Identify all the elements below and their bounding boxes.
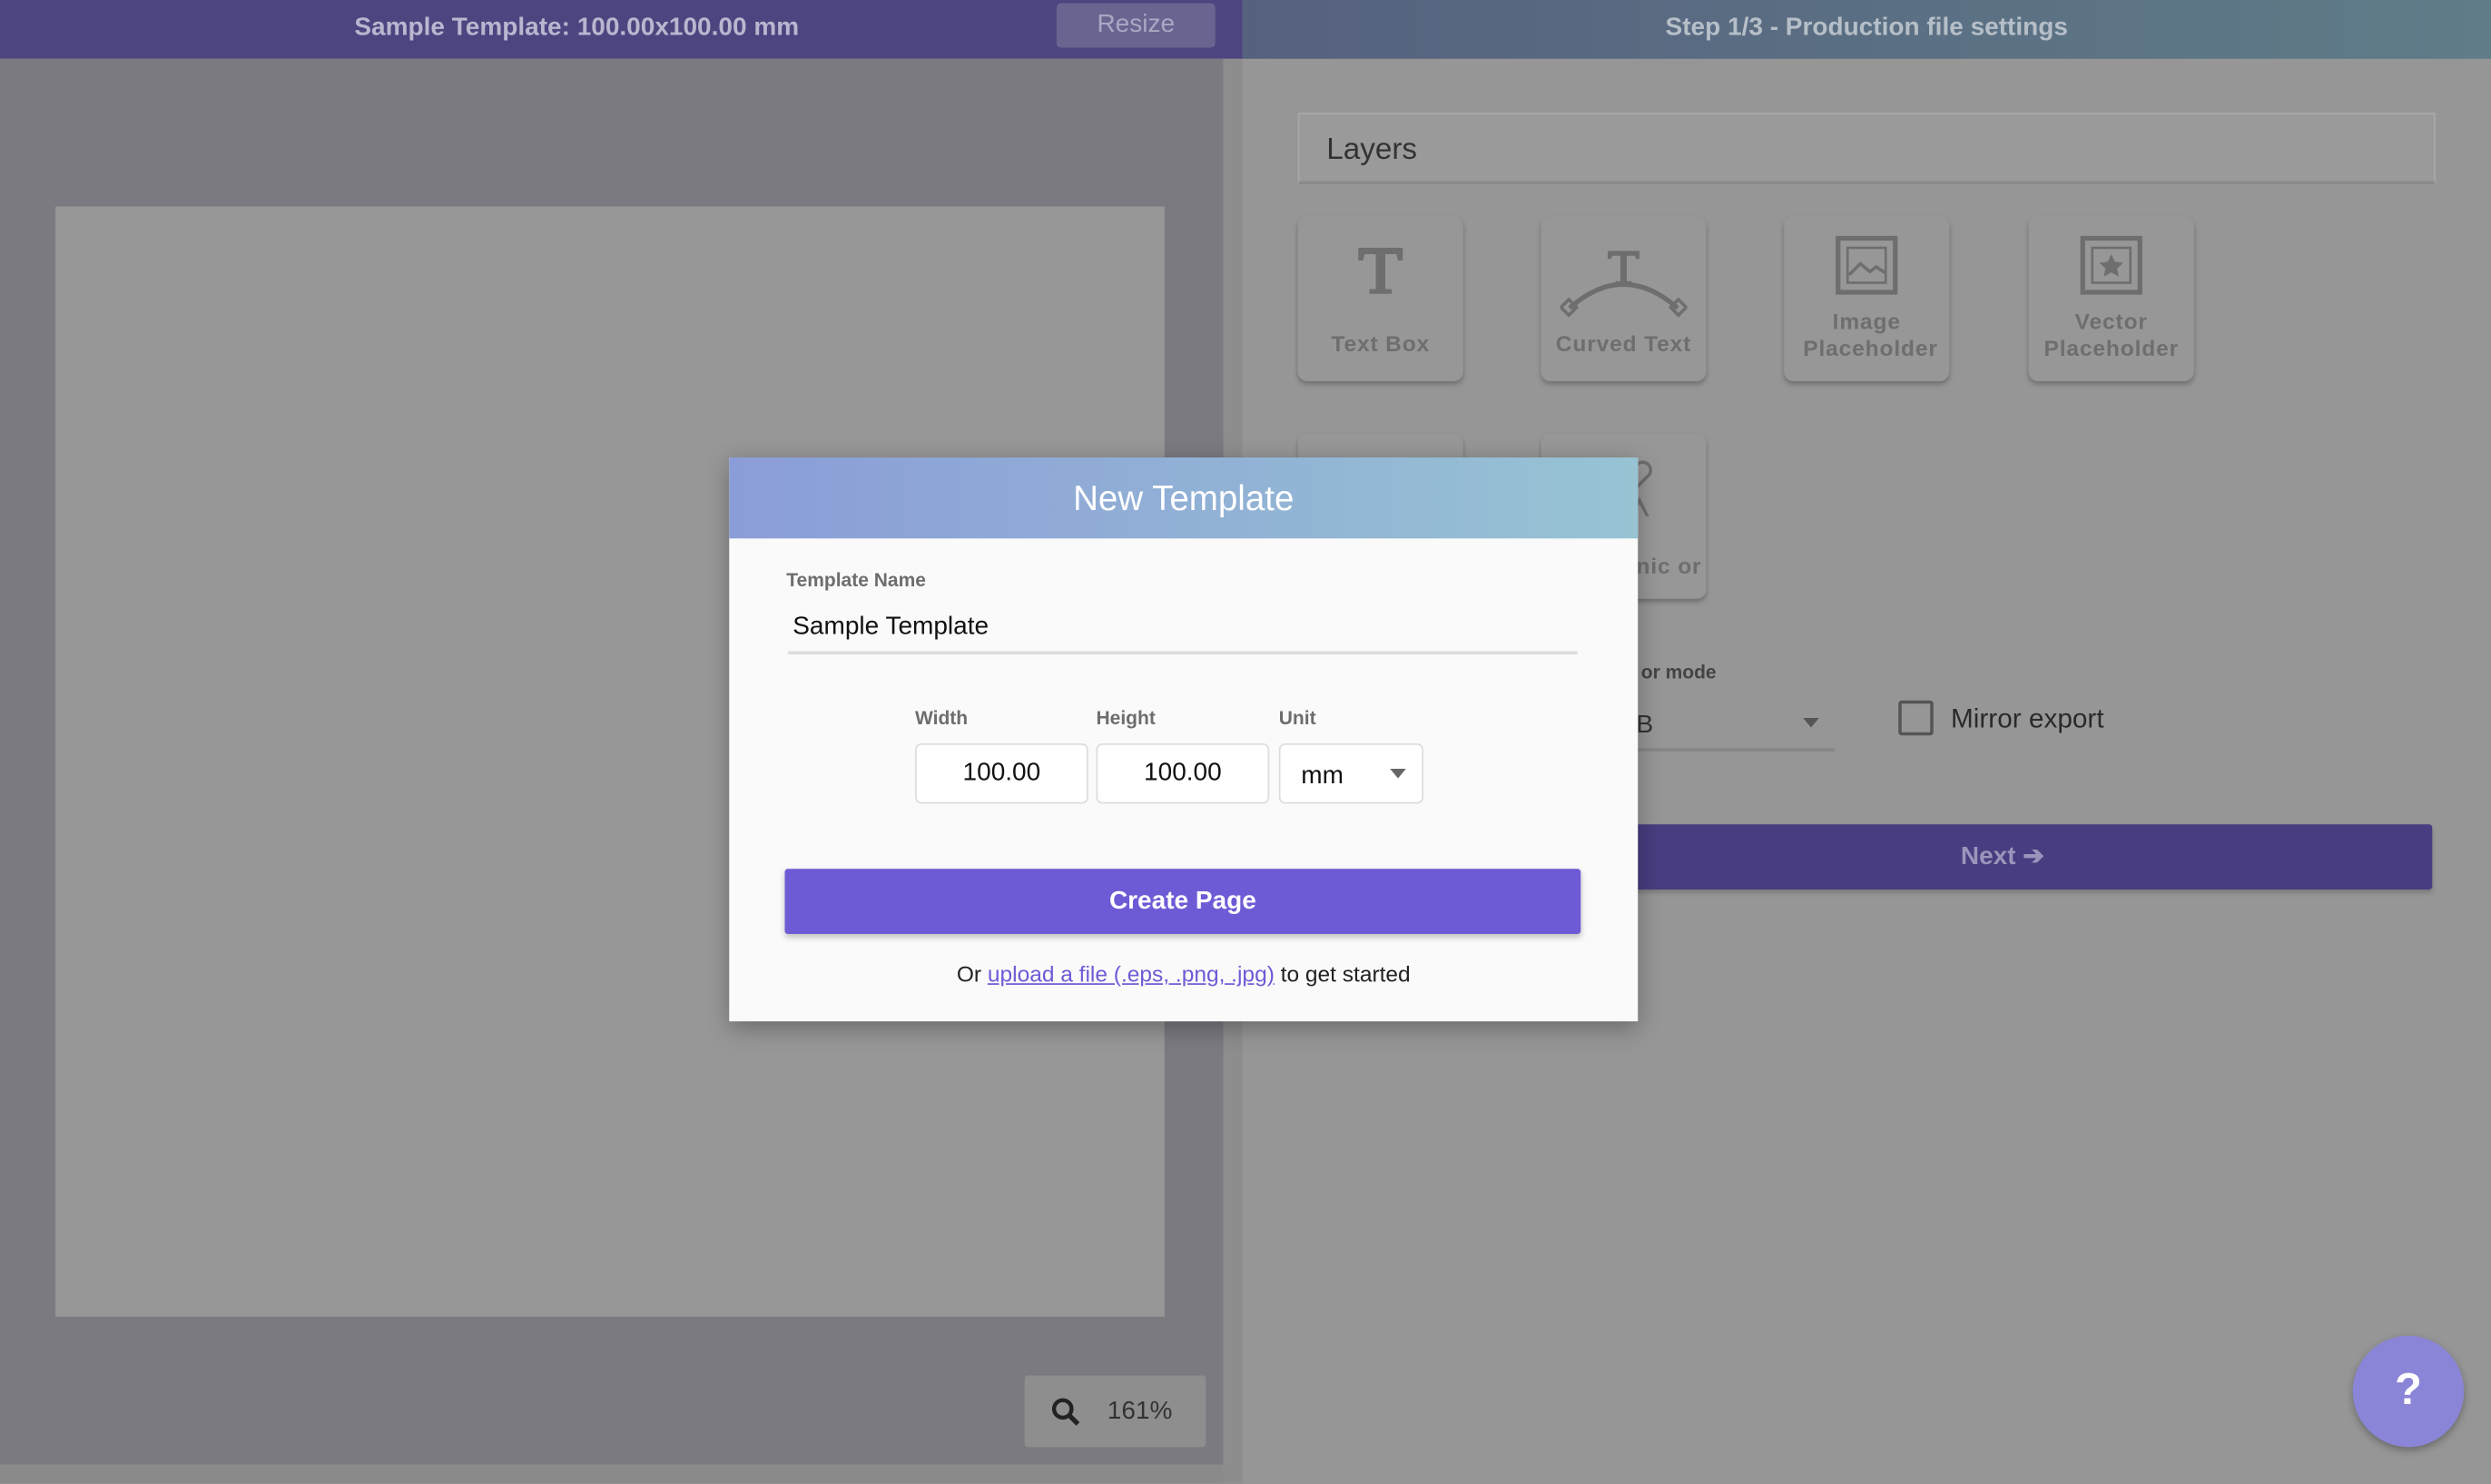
create-page-button[interactable]: Create Page xyxy=(785,869,1581,934)
chevron-down-icon xyxy=(1390,769,1406,779)
step-header: Step 1/3 - Production file settings xyxy=(1243,0,2491,59)
template-name-input[interactable] xyxy=(788,604,1578,654)
new-template-dialog: New Template Template Name Width Height … xyxy=(729,457,1638,1021)
image-icon xyxy=(1835,235,1898,299)
height-label: Height xyxy=(1097,707,1156,730)
width-input[interactable] xyxy=(915,743,1088,804)
width-label: Width xyxy=(915,707,968,730)
editor-header: Sample Template: 100.00x100.00 mm Resize xyxy=(0,0,1243,59)
curved-text-icon xyxy=(1561,245,1688,321)
zoom-level: 161% xyxy=(1108,1398,1173,1427)
template-name-label: Template Name xyxy=(786,569,926,592)
color-mode-label: or mode xyxy=(1641,661,1717,683)
template-title: Sample Template: 100.00x100.00 mm xyxy=(0,0,1154,55)
upload-hint: Or upload a file (.eps, .png, .jpg) to g… xyxy=(729,961,1638,987)
vector-star-icon xyxy=(2080,235,2143,299)
zoom-control[interactable]: 161% xyxy=(1025,1376,1206,1448)
vector-placeholder-tile[interactable]: Vector Placeholder xyxy=(2029,216,2194,381)
image-placeholder-tile[interactable]: Image Placeholder xyxy=(1784,216,1949,381)
curved-text-tile[interactable]: Curved Text xyxy=(1541,216,1707,381)
dialog-title: New Template xyxy=(729,457,1638,538)
text-box-tile[interactable]: Text Box xyxy=(1298,216,1463,381)
search-icon xyxy=(1052,1398,1081,1427)
horizontal-scrollbar[interactable] xyxy=(0,1465,1224,1484)
upload-file-link[interactable]: upload a file (.eps, .png, .jpg) xyxy=(988,961,1275,987)
layers-header: Layers xyxy=(1298,113,2436,184)
mirror-export-label: Mirror export xyxy=(1951,703,2104,735)
help-button[interactable]: ? xyxy=(2353,1336,2465,1448)
chevron-down-icon xyxy=(1803,718,1819,728)
unit-label: Unit xyxy=(1279,707,1316,730)
step-title: Step 1/3 - Production file settings xyxy=(1243,0,2491,55)
arrow-right-icon: ➔ xyxy=(2023,843,2043,870)
next-button[interactable]: Next ➔ xyxy=(1573,824,2433,889)
mirror-export-checkbox[interactable] xyxy=(1898,701,1934,736)
text-icon xyxy=(1349,235,1413,299)
resize-button[interactable]: Resize xyxy=(1057,4,1216,48)
unit-select[interactable]: mm xyxy=(1279,743,1423,804)
height-input[interactable] xyxy=(1097,743,1270,804)
